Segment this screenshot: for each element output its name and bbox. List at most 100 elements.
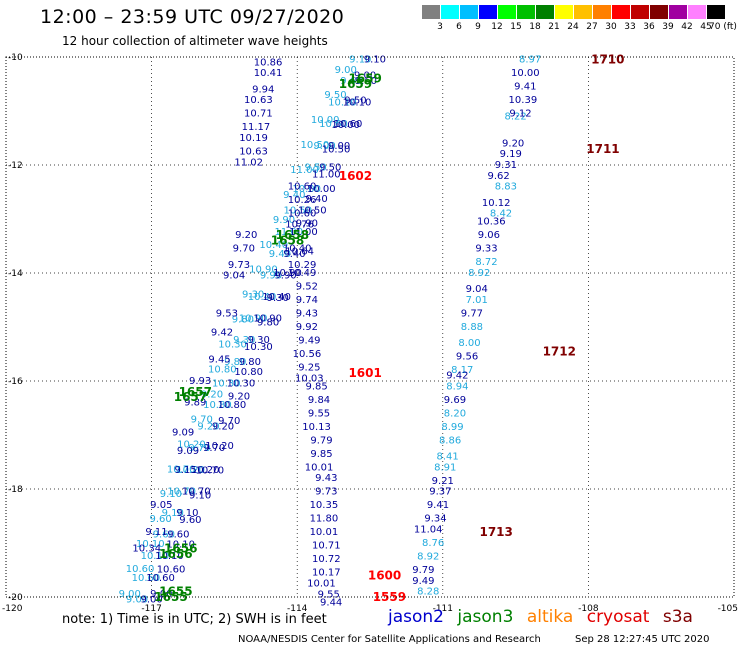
- wave-height-value: 9.37: [429, 487, 451, 498]
- color-scale-label: 36: [643, 22, 655, 32]
- track-value: 10.00: [311, 115, 340, 126]
- wave-height-value: 8.22: [504, 111, 526, 122]
- track-value: 9.00: [335, 65, 357, 76]
- color-scale-label: 18: [529, 22, 541, 32]
- wave-height-value: 10.26: [288, 195, 317, 206]
- color-scale-label: 27: [586, 22, 598, 32]
- satellite-legend: jason2 jason3 altika cryosat s3a: [388, 607, 701, 627]
- track-value: 9.10: [160, 489, 182, 500]
- wave-height-value: 9.92: [296, 322, 318, 333]
- wave-height-value: 8.28: [417, 587, 439, 598]
- time-label: 1659: [339, 77, 372, 91]
- wave-height-value: 9.70: [233, 244, 255, 255]
- track-value: 9.80: [239, 357, 261, 368]
- track-value: 10.40: [283, 243, 312, 254]
- track-value: 9.30: [233, 335, 255, 346]
- track-value: 10.60: [146, 573, 175, 584]
- time-label: 1710: [591, 53, 624, 67]
- track-value: 10.60: [132, 573, 161, 584]
- wave-height-value: 9.21: [432, 476, 454, 487]
- legend-altika: altika: [526, 607, 574, 627]
- wave-height-value: 10.71: [244, 109, 273, 120]
- wave-height-value: 8.00: [458, 338, 480, 349]
- generation-timestamp: Sep 28 12:27:45 UTC 2020: [575, 634, 710, 645]
- wave-height-value: 8.91: [434, 462, 456, 473]
- wave-height-value: 8.86: [439, 435, 461, 446]
- color-swatch: [422, 5, 440, 19]
- wave-height-value: 8.42: [490, 209, 512, 220]
- track-value: 9.10: [189, 490, 211, 501]
- wave-height-value: 9.77: [461, 309, 483, 320]
- wave-height-value: 10.17: [312, 568, 341, 579]
- track-value: 10.10: [155, 551, 184, 562]
- track-value: 10.50: [322, 145, 351, 156]
- wave-height-value: 9.49: [412, 576, 434, 587]
- color-scale-label: 6: [456, 22, 462, 32]
- x-edge-label: -105: [718, 604, 738, 614]
- track-value: 10.00: [331, 120, 360, 131]
- track-value: 9.80: [232, 315, 254, 326]
- wave-height-value: 11.04: [414, 525, 443, 536]
- track-value: 9.20: [197, 422, 219, 433]
- color-swatch: [631, 5, 649, 19]
- track-value: 9.00: [328, 141, 350, 152]
- track-value: 10.60: [334, 119, 363, 130]
- wave-height-value: 9.85: [310, 449, 332, 460]
- track-value: 9.00: [354, 71, 376, 82]
- wave-height-value: 10.39: [509, 95, 538, 106]
- track-value: 9.80: [224, 357, 246, 368]
- wave-height-value: 8.17: [451, 365, 473, 376]
- track-value: 9.10: [176, 508, 198, 519]
- wave-height-value: 9.52: [296, 282, 318, 293]
- track-value: 9.10: [364, 54, 386, 65]
- track-value: 9.90: [273, 215, 295, 226]
- track-value: 10.10: [343, 98, 372, 109]
- wave-height-value: 9.44: [320, 597, 342, 608]
- track-value: 9.90: [274, 270, 296, 281]
- wave-height-value: 10.12: [482, 198, 511, 209]
- color-scale-label: 9: [475, 22, 481, 32]
- color-scale-label: 42: [681, 22, 693, 32]
- track-value: 11.00: [290, 165, 319, 176]
- color-swatch: [612, 5, 630, 19]
- track-value: 10.60: [126, 564, 155, 575]
- track-value: 10.20: [205, 441, 234, 452]
- wave-height-value: 9.25: [298, 363, 320, 374]
- axes: -10 -12 -14 -16 -18 -20 -117 -114 -111 -108 -120 -1…: [2, 53, 738, 614]
- wave-height-value: 7.01: [466, 295, 488, 306]
- wave-height-value: 11.80: [310, 514, 339, 525]
- color-swatch: [574, 5, 592, 19]
- time-note: note: 1) Time is in UTC; 2) SWH is in fe…: [62, 612, 327, 627]
- track-value: 9.00: [140, 594, 162, 605]
- time-label: 1559: [373, 590, 406, 604]
- wave-height-value: 10.01: [307, 579, 336, 590]
- track-value: 11.00: [312, 169, 341, 180]
- color-swatch: [479, 5, 497, 19]
- color-swatch: [669, 5, 687, 19]
- wave-height-value: 8.83: [495, 182, 517, 193]
- grid: [6, 57, 734, 597]
- wave-height-value: 9.09: [177, 446, 199, 457]
- wave-height-value: 8.99: [441, 422, 463, 433]
- track-value: 10.90: [273, 268, 302, 279]
- wave-height-value: 9.55: [308, 408, 330, 419]
- wave-height-value: 9.73: [315, 487, 337, 498]
- x-tick-label: -108: [578, 604, 599, 614]
- wave-height-value: 9.93: [189, 376, 211, 387]
- wave-height-value: 9.89: [184, 398, 206, 409]
- color-scale-label: 33: [624, 22, 636, 32]
- color-scale-label: 15: [510, 22, 522, 32]
- color-scale-label: 24: [567, 22, 579, 32]
- track-value: 9.20: [228, 392, 250, 403]
- y-tick-label: -14: [8, 269, 23, 279]
- wave-height-value: 9.41: [514, 82, 536, 93]
- track-value: 9.30: [248, 335, 270, 346]
- wave-height-value: 9.45: [208, 354, 230, 365]
- track-value: 10.70: [182, 486, 211, 497]
- wave-height-value: 9.84: [308, 395, 330, 406]
- chart-title: 12:00 – 23:59 UTC 09/27/2020: [40, 6, 345, 28]
- legend-cryosat: cryosat: [586, 607, 650, 627]
- color-scale-label: 3: [437, 22, 443, 32]
- wave-height-value: 9.85: [305, 381, 327, 392]
- wave-height-value: 9.73: [228, 260, 250, 271]
